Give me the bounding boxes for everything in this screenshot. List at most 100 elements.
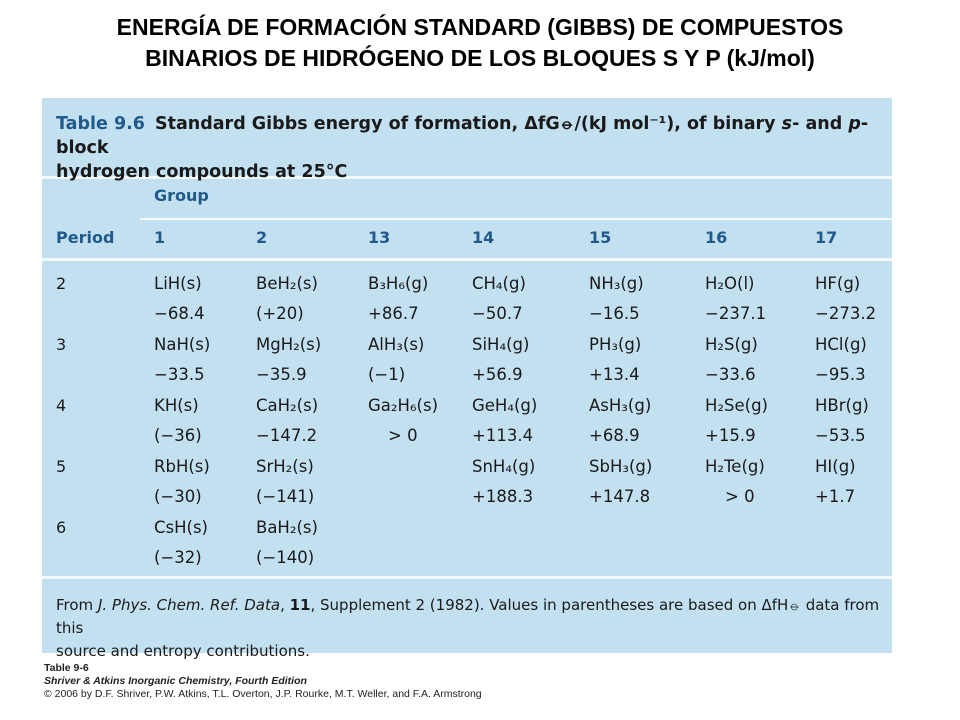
footnote-text-3: , Supplement 2 (1982). Values in parenth… <box>310 596 762 614</box>
compound-cell: SnH₄(g) <box>472 457 536 476</box>
caption-line-2: hydrogen compounds at 25°C <box>56 162 348 182</box>
value-cell: (−140) <box>256 548 315 567</box>
group-header: 16 <box>705 228 728 247</box>
compound-cell: GeH₄(g) <box>472 396 538 415</box>
compound-cell: AsH₃(g) <box>589 396 652 415</box>
caption-symbol: ΔfG⦵ <box>524 114 575 134</box>
value-cell: −68.4 <box>154 304 205 323</box>
slide-title-line-1: ENERGÍA DE FORMACIÓN STANDARD (GIBBS) DE… <box>116 14 844 40</box>
compound-cell: AlH₃(s) <box>368 335 425 354</box>
slide-title: ENERGÍA DE FORMACIÓN STANDARD (GIBBS) DE… <box>0 12 960 74</box>
group-header: 15 <box>589 228 612 247</box>
compound-cell: H₂Se(g) <box>705 396 768 415</box>
table-footnote: From J. Phys. Chem. Ref. Data, 11, Suppl… <box>56 594 886 663</box>
footnote-journal: J. Phys. Chem. Ref. Data <box>97 596 281 614</box>
footnote-text-4: data from this <box>56 596 880 637</box>
source-credit: Table 9-6 Shriver & Atkins Inorganic Che… <box>44 662 482 701</box>
value-cell: (−30) <box>154 487 202 506</box>
value-cell: +147.8 <box>589 487 651 506</box>
value-cell: +113.4 <box>472 426 534 445</box>
compound-cell: HBr(g) <box>815 396 869 415</box>
group-header: 17 <box>815 228 838 247</box>
value-cell: (−36) <box>154 426 202 445</box>
value-cell: −95.3 <box>815 365 866 384</box>
group-header: 1 <box>154 228 166 247</box>
caption-s: s <box>781 114 793 134</box>
value-cell: −237.1 <box>705 304 767 323</box>
table-panel: Table 9.6 Standard Gibbs energy of format… <box>42 98 892 660</box>
period-number: 6 <box>56 518 67 537</box>
table-caption: Table 9.6 Standard Gibbs energy of format… <box>56 112 876 184</box>
compound-cell: HI(g) <box>815 457 856 476</box>
value-cell: +86.7 <box>368 304 419 323</box>
compound-cell: H₂S(g) <box>705 335 758 354</box>
value-cell: (−141) <box>256 487 315 506</box>
period-label: Period <box>56 228 115 247</box>
compound-cell: HCl(g) <box>815 335 867 354</box>
caption-text-2: /(kJ mol⁻¹), of binary <box>574 114 782 134</box>
value-cell: −33.6 <box>705 365 756 384</box>
compound-cell: PH₃(g) <box>589 335 642 354</box>
value-cell: −16.5 <box>589 304 640 323</box>
period-number: 2 <box>56 274 67 293</box>
value-cell: −53.5 <box>815 426 866 445</box>
compound-cell: NH₃(g) <box>589 274 644 293</box>
value-cell: −35.9 <box>256 365 307 384</box>
period-number: 4 <box>56 396 67 415</box>
header-divider <box>42 258 892 261</box>
value-cell: (−32) <box>154 548 202 567</box>
value-cell: −147.2 <box>256 426 318 445</box>
compound-cell: SrH₂(s) <box>256 457 314 476</box>
value-cell: > 0 <box>725 487 755 506</box>
value-cell: +13.4 <box>589 365 640 384</box>
value-cell: > 0 <box>388 426 418 445</box>
caption-text-3: - and <box>792 114 849 134</box>
compound-cell: SbH₃(g) <box>589 457 653 476</box>
period-number: 3 <box>56 335 67 354</box>
compound-cell: CaH₂(s) <box>256 396 319 415</box>
footnote-text-2: , <box>280 596 290 614</box>
credit-book-title: Shriver & Atkins Inorganic Chemistry, Fo… <box>44 675 307 687</box>
compound-cell: H₂Te(g) <box>705 457 765 476</box>
compound-cell: LiH(s) <box>154 274 202 293</box>
compound-cell: BeH₂(s) <box>256 274 318 293</box>
group-header: 13 <box>368 228 391 247</box>
group-header: 14 <box>472 228 495 247</box>
group-label: Group <box>154 186 209 205</box>
slide-title-line-2: BINARIOS DE HIDRÓGENO DE LOS BLOQUES S Y… <box>145 45 815 71</box>
period-number: 5 <box>56 457 67 476</box>
compound-cell: MgH₂(s) <box>256 335 322 354</box>
compound-cell: CsH(s) <box>154 518 208 537</box>
compound-cell: RbH(s) <box>154 457 210 476</box>
caption-text-4: -block <box>56 114 869 158</box>
footnote-symbol: ΔfH⦵ <box>761 596 801 614</box>
value-cell: +188.3 <box>472 487 534 506</box>
footnote-divider <box>42 576 892 579</box>
compound-cell: BaH₂(s) <box>256 518 318 537</box>
value-cell: −33.5 <box>154 365 205 384</box>
compound-cell: H₂O(l) <box>705 274 755 293</box>
footnote-line-2: source and entropy contributions. <box>56 642 310 660</box>
table-label: Table 9.6 <box>56 114 145 134</box>
value-cell: (−1) <box>368 365 406 384</box>
value-cell: +68.9 <box>589 426 640 445</box>
caption-divider <box>42 176 892 179</box>
caption-text: Standard Gibbs energy of formation, <box>154 114 525 134</box>
compound-cell: NaH(s) <box>154 335 211 354</box>
credit-table-number: Table 9-6 <box>44 662 89 674</box>
value-cell: +56.9 <box>472 365 523 384</box>
compound-cell: HF(g) <box>815 274 861 293</box>
compound-cell: Ga₂H₆(s) <box>368 396 439 415</box>
value-cell: +15.9 <box>705 426 756 445</box>
value-cell: +1.7 <box>815 487 856 506</box>
value-cell: −50.7 <box>472 304 523 323</box>
footnote-volume: 11 <box>289 596 311 614</box>
value-cell: −273.2 <box>815 304 877 323</box>
value-cell: (+20) <box>256 304 304 323</box>
caption-p: p <box>848 114 861 134</box>
footnote-text: From <box>56 596 98 614</box>
group-divider <box>140 218 892 220</box>
group-header: 2 <box>256 228 268 247</box>
compound-cell: CH₄(g) <box>472 274 526 293</box>
compound-cell: KH(s) <box>154 396 199 415</box>
